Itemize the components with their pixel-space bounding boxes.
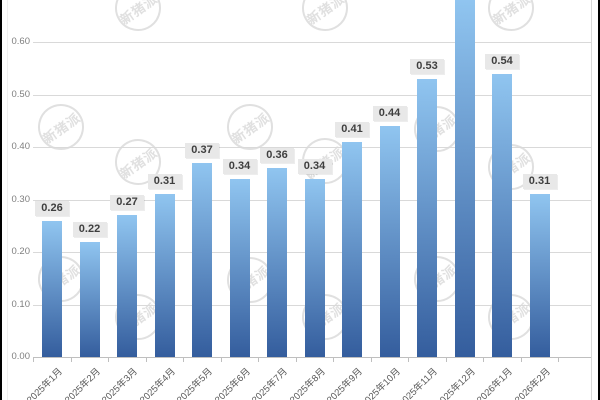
bar-2025年5月: [192, 162, 212, 357]
data-label: 0.53: [410, 58, 444, 74]
x-axis-tick: [558, 358, 559, 362]
watermark-stamp: 新猪派: [105, 0, 171, 41]
data-label: 0.31: [147, 174, 182, 190]
watermark-stamp: 新猪派: [292, 0, 358, 41]
x-axis-tick: [295, 358, 297, 362]
bar-2025年7月: [267, 168, 287, 357]
y-axis-tick-label: 0.30: [11, 193, 31, 205]
bar-2026年2月: [529, 194, 550, 357]
data-label: 0.26: [35, 200, 69, 216]
data-label: 0.37: [185, 142, 219, 158]
y-axis-tick-label: 0.00: [11, 351, 31, 362]
watermark-stamp: 新猪派: [28, 94, 94, 160]
data-label: 0.34: [297, 158, 332, 174]
data-label: 0.44: [372, 106, 407, 121]
x-axis-tick: [145, 358, 147, 362]
x-axis-tick: [445, 358, 447, 362]
y-gridline: [33, 42, 592, 43]
data-label: 0.31: [522, 174, 557, 190]
bar-2025年11月: [417, 78, 437, 357]
x-axis-tick: [370, 358, 372, 362]
data-label: 0.22: [72, 221, 107, 237]
data-label: 0.36: [260, 148, 294, 163]
bar-2025年4月: [154, 194, 175, 357]
bar-2025年12月: [454, 0, 475, 357]
chart-left-border: [7, 0, 8, 400]
chart-right-border: [591, 0, 592, 400]
x-axis-tick: [33, 358, 34, 362]
x-axis-tick: [408, 358, 409, 362]
y-gridline: [33, 147, 592, 148]
data-label: 0.34: [222, 158, 257, 174]
y-axis-tick-label: 0.20: [11, 246, 31, 257]
bar-2025年9月: [342, 141, 362, 357]
image-left-edge: [0, 0, 2, 400]
y-axis-tick-label: 0.50: [11, 88, 31, 100]
x-axis-tick: [333, 358, 334, 362]
x-axis-tick: [70, 358, 72, 362]
x-axis-line: [33, 357, 592, 358]
image-right-edge: [598, 0, 600, 400]
x-axis-tick: [108, 358, 109, 362]
x-axis-category-label: 2025年1月: [25, 366, 65, 400]
y-axis-tick-label: 0.40: [11, 141, 31, 152]
bar-2025年8月: [304, 178, 325, 357]
data-label: 0.41: [335, 121, 369, 137]
bar-2025年10月: [379, 126, 400, 357]
data-label: 0.27: [110, 195, 144, 211]
bar-2025年1月: [42, 220, 62, 357]
y-gridline: [33, 94, 592, 96]
bar-2026年1月: [492, 73, 512, 357]
y-axis-tick-label: 0.60: [11, 36, 31, 47]
x-axis-tick: [220, 358, 222, 362]
data-label: 0.54: [485, 53, 519, 69]
bar-2025年3月: [117, 215, 137, 357]
bar-2025年6月: [229, 178, 250, 357]
x-axis-tick: [258, 358, 259, 362]
bar-2025年2月: [79, 241, 100, 357]
x-axis-tick: [483, 358, 484, 362]
y-axis-tick-label: 0.10: [11, 298, 31, 310]
x-axis-tick: [183, 358, 184, 362]
x-axis-tick: [520, 358, 522, 362]
watermark-stamp: 新猪派: [478, 0, 544, 41]
